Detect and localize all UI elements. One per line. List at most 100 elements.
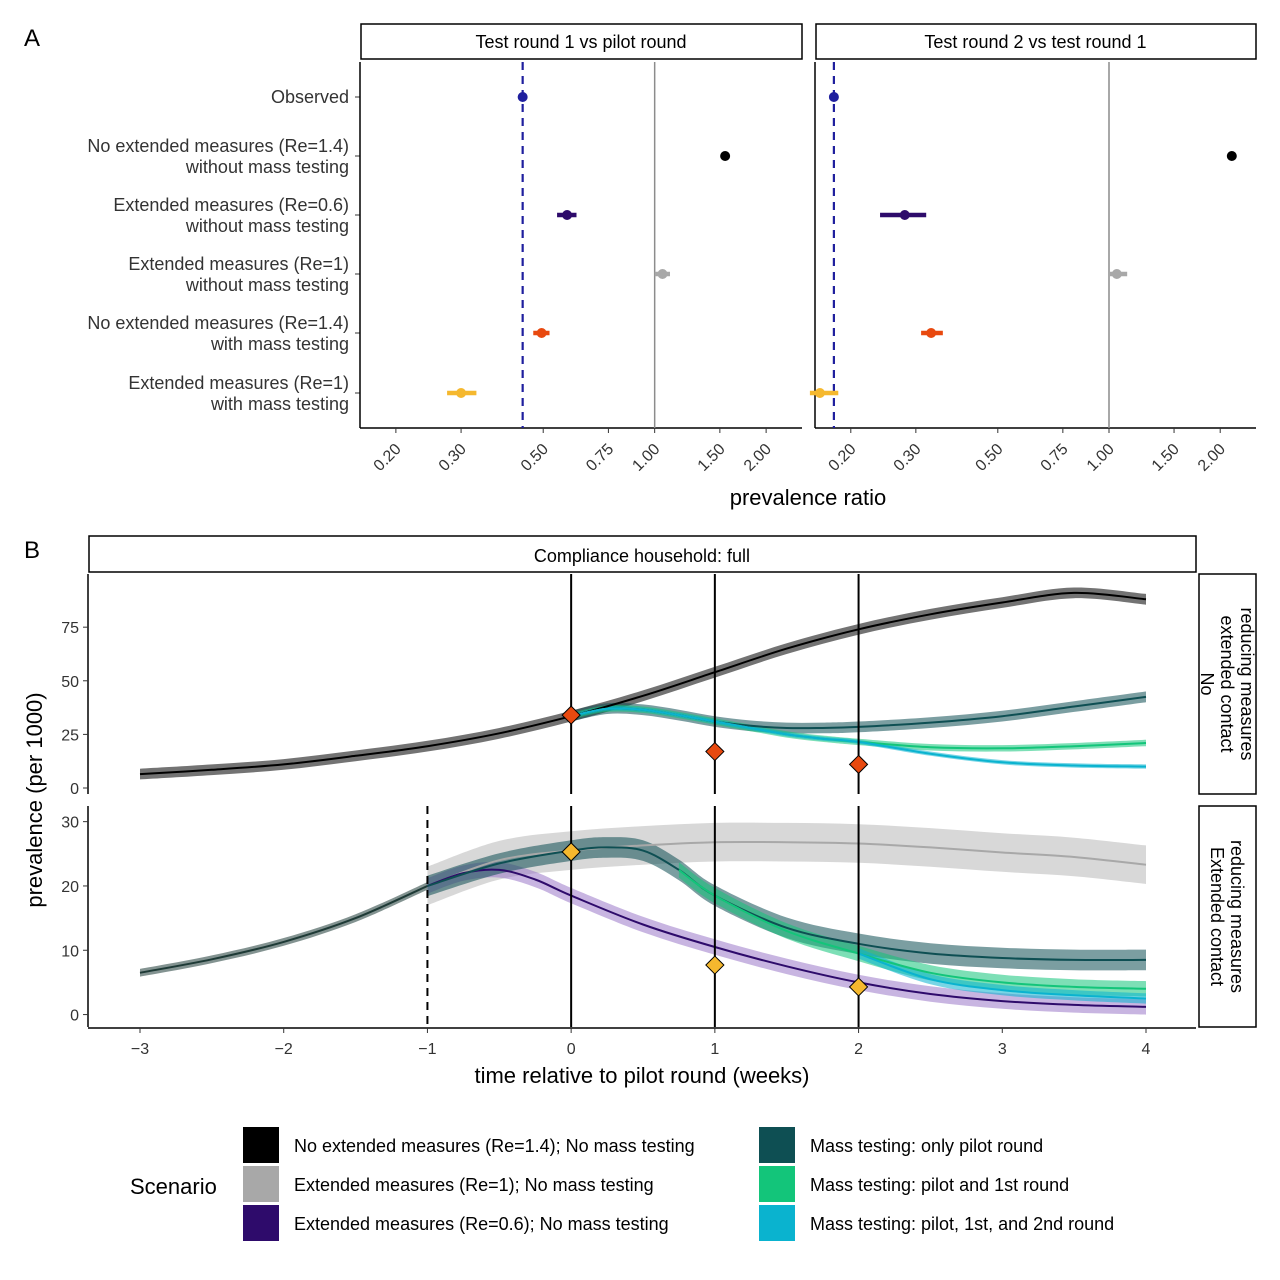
series-line bbox=[139, 885, 428, 974]
estimate-point bbox=[814, 388, 825, 398]
facet-row: 0 25 50 75 No extended contact reducing measur… bbox=[61, 573, 1257, 798]
legend-key bbox=[243, 1166, 279, 1202]
y-tick-label: 20 bbox=[61, 879, 79, 896]
x-tick-label: 0.30 bbox=[891, 441, 925, 475]
x-tick-label: 0.30 bbox=[436, 441, 470, 475]
estimate-point bbox=[926, 328, 937, 338]
legend-key bbox=[243, 1127, 279, 1163]
x-tick-label: −2 bbox=[275, 1041, 293, 1058]
row-strip-label: reducing measures bbox=[1237, 607, 1257, 760]
x-tick-label: 0.75 bbox=[583, 441, 617, 475]
category-label: without mass testing bbox=[185, 275, 349, 295]
series-line bbox=[427, 868, 1147, 1008]
observed-diamond bbox=[705, 955, 725, 975]
legend-key bbox=[759, 1166, 795, 1202]
category-label: without mass testing bbox=[185, 157, 349, 177]
legend-label: Mass testing: pilot and 1st round bbox=[810, 1175, 1069, 1195]
x-tick-label: 0.20 bbox=[371, 441, 405, 475]
observed-diamond bbox=[848, 754, 869, 775]
x-tick-label: 3 bbox=[998, 1041, 1007, 1058]
x-tick-label: 1.50 bbox=[695, 441, 729, 475]
legend-label: No extended measures (Re=1.4); No mass t… bbox=[294, 1136, 695, 1156]
row-strip-label: No bbox=[1197, 672, 1217, 695]
panel-b-prevalence-plot: Compliance household: full 0 25 50 75 No exten… bbox=[22, 535, 1257, 1088]
scenario-legend: Scenario No extended measures (Re=1.4); N… bbox=[130, 1127, 1114, 1241]
confidence-band bbox=[427, 837, 1146, 971]
x-tick-label: 0.50 bbox=[973, 441, 1007, 475]
legend-label: Mass testing: only pilot round bbox=[810, 1136, 1043, 1156]
estimate-point bbox=[720, 151, 731, 161]
category-label: No extended measures (Re=1.4) bbox=[87, 313, 349, 333]
series-line bbox=[570, 707, 1147, 768]
observed-diamond bbox=[705, 741, 725, 762]
legend-key bbox=[759, 1127, 795, 1163]
x-tick-label: 4 bbox=[1142, 1041, 1151, 1058]
facet-strip bbox=[360, 23, 803, 60]
y-axis-title: prevalence (per 1000) bbox=[22, 692, 47, 907]
legend-key bbox=[759, 1205, 795, 1241]
x-tick-label: 1.00 bbox=[1084, 441, 1118, 475]
estimate-point bbox=[562, 210, 573, 220]
x-tick-label: 0.20 bbox=[826, 441, 860, 475]
x-tick-label: 1 bbox=[710, 1041, 719, 1058]
estimate-point bbox=[456, 388, 467, 398]
top-strip bbox=[88, 535, 1197, 573]
x-tick-label: −1 bbox=[418, 1041, 436, 1058]
series-line bbox=[427, 840, 1147, 887]
facet-row: 0 10 20 30 Extended contact reducing measures bbox=[61, 805, 1257, 1028]
x-tick-label: 2 bbox=[854, 1041, 863, 1058]
x-tick-label: 0.75 bbox=[1038, 441, 1072, 475]
top-strip-title: Compliance household: full bbox=[534, 546, 750, 566]
category-label: Extended measures (Re=1) bbox=[128, 254, 349, 274]
series-line bbox=[858, 952, 1147, 1000]
category-label: Extended measures (Re=1) bbox=[128, 373, 349, 393]
x-axis-title: time relative to pilot round (weeks) bbox=[474, 1063, 809, 1088]
legend-key bbox=[243, 1205, 279, 1241]
legend-label: Extended measures (Re=0.6); No mass test… bbox=[294, 1214, 669, 1234]
x-axis-title: prevalence ratio bbox=[730, 485, 887, 510]
row-strip bbox=[1198, 805, 1257, 1028]
observed-diamond bbox=[561, 842, 581, 862]
y-tick-label: 25 bbox=[61, 727, 79, 744]
facet-title: Test round 1 vs pilot round bbox=[475, 32, 686, 52]
category-label: with mass testing bbox=[210, 394, 349, 414]
series-line bbox=[139, 591, 1147, 776]
y-tick-label: 75 bbox=[61, 620, 79, 637]
x-tick-label: 0 bbox=[567, 1041, 576, 1058]
category-label: No extended measures (Re=1.4) bbox=[87, 136, 349, 156]
category-label: Observed bbox=[271, 87, 349, 107]
panel-a-tag: A bbox=[24, 25, 40, 52]
facet-title: Test round 2 vs test round 1 bbox=[924, 32, 1146, 52]
legend-label: Mass testing: pilot, 1st, and 2nd round bbox=[810, 1214, 1114, 1234]
y-tick-label: 0 bbox=[70, 1008, 79, 1025]
row-strip bbox=[1198, 573, 1257, 795]
estimate-point bbox=[536, 328, 547, 338]
y-tick-label: 0 bbox=[70, 781, 79, 798]
category-label: without mass testing bbox=[185, 216, 349, 236]
y-tick-label: 50 bbox=[61, 674, 79, 691]
facet-strip bbox=[815, 23, 1257, 60]
estimate-point bbox=[1226, 151, 1237, 161]
row-strip-label: Extended contact bbox=[1207, 847, 1227, 986]
category-label: Extended measures (Re=0.6) bbox=[113, 195, 349, 215]
observed-diamond bbox=[848, 977, 869, 997]
legend-label: Extended measures (Re=1); No mass testin… bbox=[294, 1175, 654, 1195]
row-strip-label: extended contact bbox=[1217, 615, 1237, 752]
estimate-point bbox=[517, 92, 528, 102]
category-label: with mass testing bbox=[210, 334, 349, 354]
x-tick-label: 1.50 bbox=[1149, 441, 1183, 475]
x-tick-label: −3 bbox=[131, 1041, 149, 1058]
x-tick-label: 2.00 bbox=[1195, 441, 1229, 475]
x-tick-label: 2.00 bbox=[741, 441, 775, 475]
x-tick-label: 0.50 bbox=[518, 441, 552, 475]
estimate-point bbox=[657, 269, 668, 279]
observed-diamond bbox=[561, 705, 581, 725]
estimate-point bbox=[828, 92, 839, 102]
series-line bbox=[678, 869, 1147, 990]
confidence-band bbox=[140, 882, 428, 977]
row-strip-label: reducing measures bbox=[1227, 840, 1247, 993]
panel-b-tag: B bbox=[24, 537, 40, 564]
estimate-point bbox=[1111, 269, 1122, 279]
